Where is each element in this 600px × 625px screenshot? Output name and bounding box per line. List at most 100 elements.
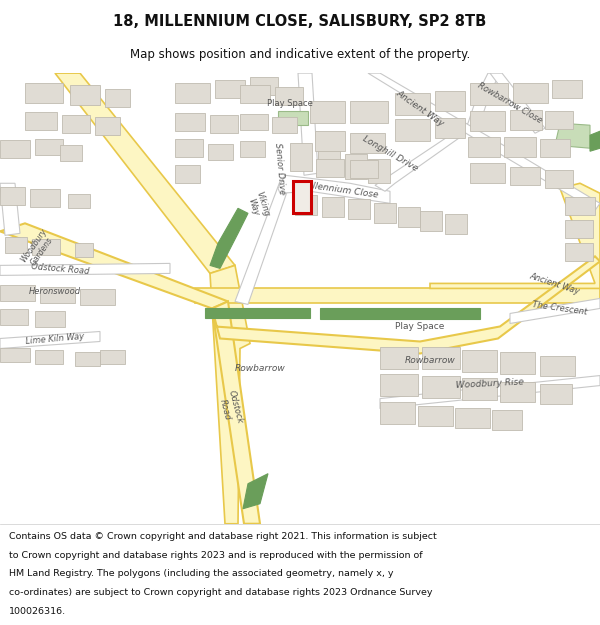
Bar xyxy=(75,351,100,366)
Bar xyxy=(565,243,593,261)
Bar xyxy=(510,110,542,130)
Bar xyxy=(240,85,270,103)
Bar xyxy=(40,288,75,304)
Polygon shape xyxy=(590,131,600,151)
Bar xyxy=(315,131,345,151)
Bar xyxy=(422,346,460,369)
Bar xyxy=(240,114,268,130)
Polygon shape xyxy=(490,73,545,133)
Bar xyxy=(500,351,535,374)
Polygon shape xyxy=(0,331,100,349)
Text: Rowbarrow Close: Rowbarrow Close xyxy=(476,81,544,125)
Polygon shape xyxy=(510,298,600,324)
Text: Play Space: Play Space xyxy=(395,322,445,331)
Polygon shape xyxy=(55,73,235,273)
Text: Ancient Way: Ancient Way xyxy=(394,88,446,128)
Bar xyxy=(75,243,93,258)
Text: Senior Drive: Senior Drive xyxy=(273,142,287,194)
Text: Ancient Way: Ancient Way xyxy=(529,271,581,296)
Polygon shape xyxy=(205,309,310,319)
Text: Rowbarrow: Rowbarrow xyxy=(404,356,455,365)
Bar xyxy=(80,289,115,306)
Bar xyxy=(0,140,30,158)
Polygon shape xyxy=(243,474,268,509)
Bar xyxy=(565,198,595,216)
Bar xyxy=(462,349,497,371)
Bar xyxy=(470,111,505,131)
Polygon shape xyxy=(380,376,600,409)
Bar xyxy=(60,145,82,161)
Bar xyxy=(348,199,370,219)
Text: Millennium Close: Millennium Close xyxy=(301,181,379,200)
Bar xyxy=(435,118,465,138)
Text: Rowbarrow: Rowbarrow xyxy=(235,364,286,373)
Polygon shape xyxy=(195,288,600,304)
Bar xyxy=(470,83,508,105)
Bar xyxy=(513,83,548,103)
Bar xyxy=(5,238,27,253)
Bar xyxy=(240,141,265,158)
Bar xyxy=(290,143,312,171)
Text: to Crown copyright and database rights 2023 and is reproduced with the permissio: to Crown copyright and database rights 2… xyxy=(9,551,422,559)
Bar xyxy=(380,374,418,396)
Bar xyxy=(545,111,573,129)
Text: Longhill Drive: Longhill Drive xyxy=(361,134,419,172)
Bar xyxy=(35,349,63,364)
Bar xyxy=(0,348,30,361)
Bar xyxy=(32,239,60,256)
Polygon shape xyxy=(298,73,318,175)
Bar xyxy=(422,376,460,398)
Bar xyxy=(420,211,442,231)
Polygon shape xyxy=(212,256,600,354)
Bar xyxy=(380,346,418,369)
Bar xyxy=(350,133,385,153)
Bar xyxy=(318,149,340,175)
Bar xyxy=(0,286,35,301)
Bar xyxy=(540,139,570,158)
Bar xyxy=(398,208,420,227)
Text: Lime Kiln Way: Lime Kiln Way xyxy=(25,331,85,346)
Text: Play Space: Play Space xyxy=(267,99,313,107)
Bar xyxy=(175,139,203,158)
Polygon shape xyxy=(278,111,308,125)
Text: HM Land Registry. The polygons (including the associated geometry, namely x, y: HM Land Registry. The polygons (includin… xyxy=(9,569,394,578)
Bar xyxy=(468,138,500,158)
Bar xyxy=(70,85,100,105)
Text: Viking
Way: Viking Way xyxy=(245,190,271,221)
Polygon shape xyxy=(430,183,600,288)
Text: Map shows position and indicative extent of the property.: Map shows position and indicative extent… xyxy=(130,48,470,61)
Bar xyxy=(272,117,297,133)
Bar xyxy=(350,101,388,123)
Bar xyxy=(470,163,505,183)
Polygon shape xyxy=(492,143,600,211)
Polygon shape xyxy=(555,123,590,148)
Bar xyxy=(210,115,238,133)
Bar xyxy=(510,168,540,185)
Bar xyxy=(35,139,63,155)
Bar xyxy=(552,80,582,98)
Text: 18, MILLENNIUM CLOSE, SALISBURY, SP2 8TB: 18, MILLENNIUM CLOSE, SALISBURY, SP2 8TB xyxy=(113,14,487,29)
Bar xyxy=(100,349,125,364)
Bar xyxy=(504,138,536,158)
Text: The Crescent: The Crescent xyxy=(532,300,588,317)
Text: Woodbury
Gardens: Woodbury Gardens xyxy=(19,227,57,270)
Text: co-ordinates) are subject to Crown copyright and database rights 2023 Ordnance S: co-ordinates) are subject to Crown copyr… xyxy=(9,588,433,597)
Bar xyxy=(374,203,396,223)
Text: Heronswood: Heronswood xyxy=(29,287,81,296)
Bar xyxy=(310,101,345,123)
Bar xyxy=(435,91,465,111)
Bar xyxy=(316,159,344,177)
Bar xyxy=(250,77,278,95)
Bar xyxy=(462,378,497,399)
Bar xyxy=(25,83,63,103)
Polygon shape xyxy=(210,266,250,524)
Bar xyxy=(68,194,90,208)
Text: Contains OS data © Crown copyright and database right 2021. This information is : Contains OS data © Crown copyright and d… xyxy=(9,532,437,541)
Polygon shape xyxy=(0,223,228,309)
Bar xyxy=(175,83,210,103)
Text: Odstock Road: Odstock Road xyxy=(31,262,89,276)
Bar xyxy=(545,170,573,188)
Bar xyxy=(492,409,522,429)
Bar xyxy=(295,195,317,216)
Bar xyxy=(95,117,120,135)
